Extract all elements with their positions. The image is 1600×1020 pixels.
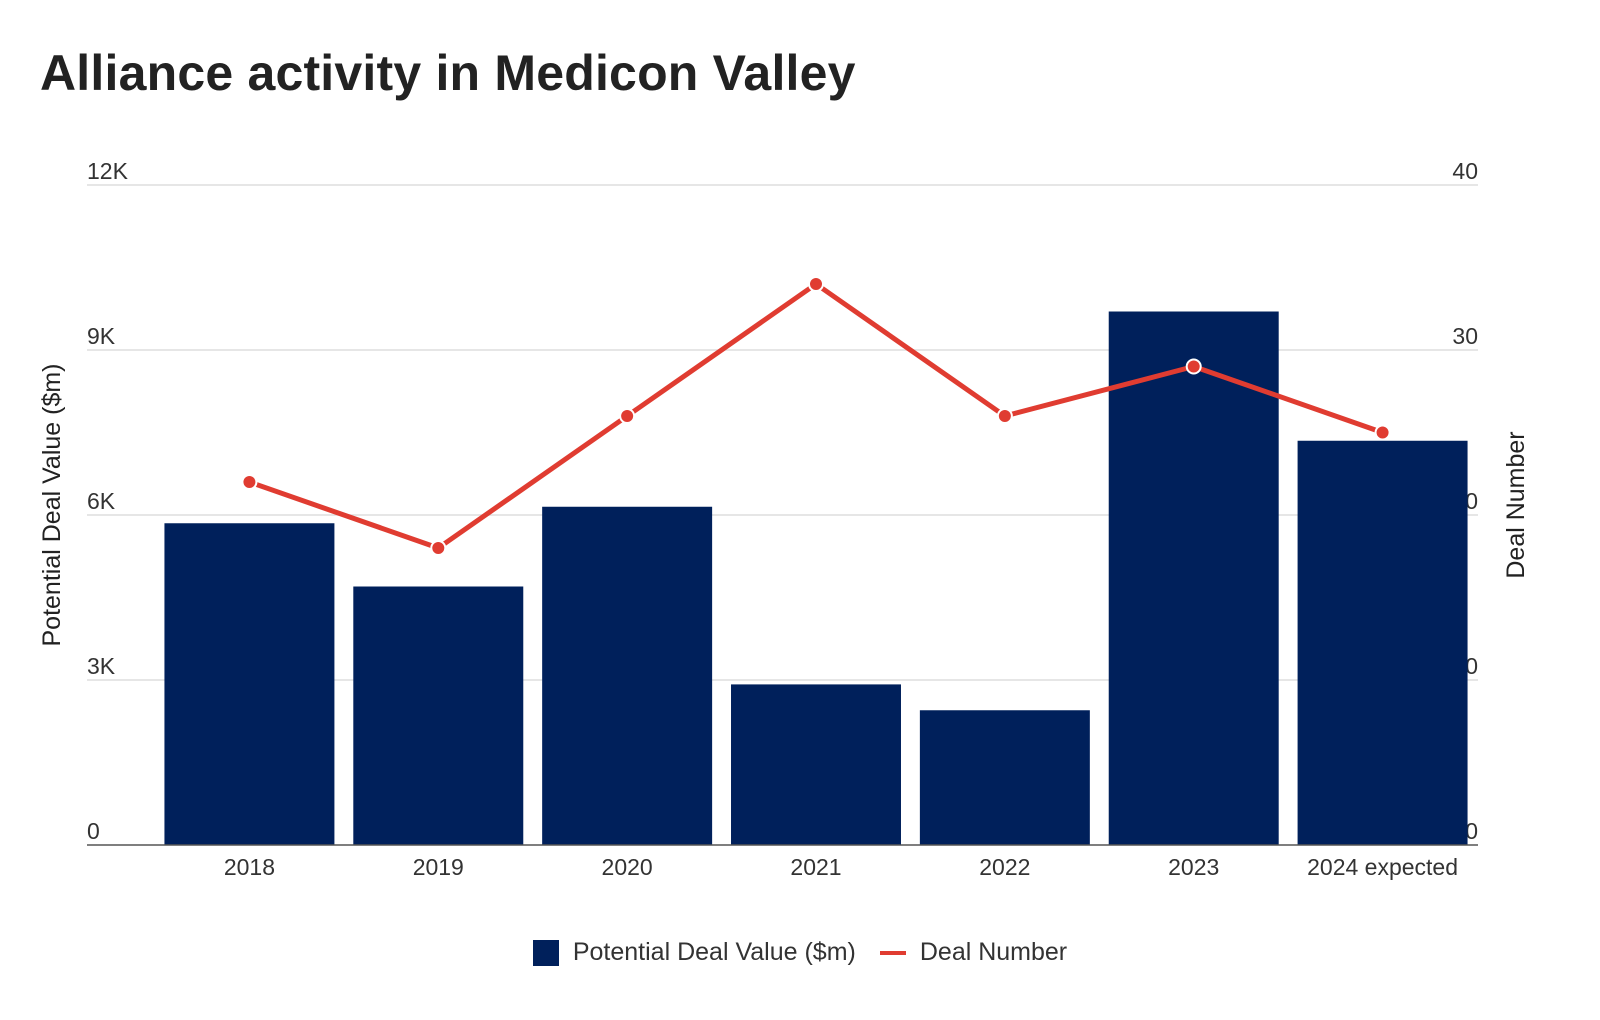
line-point [1374, 424, 1391, 441]
x-tick-label: 2020 [602, 854, 653, 880]
y-tick-label: 12K [87, 158, 129, 184]
bar [731, 684, 901, 845]
bar [542, 506, 713, 845]
legend-line-swatch [879, 950, 906, 955]
y-tick-label: 9K [87, 323, 116, 349]
x-tick-label: 2023 [1168, 854, 1219, 880]
x-tick-label: 2022 [979, 854, 1030, 880]
line-point [241, 474, 258, 490]
legend-item-line[interactable]: Deal Number [879, 938, 1068, 967]
line-point [430, 540, 447, 556]
y2-tick-label: 30 [1452, 323, 1478, 349]
legend: Potential Deal Value ($m) Deal Number [0, 938, 1600, 967]
y2-tick-label: 40 [1452, 158, 1478, 184]
bar [164, 523, 335, 845]
line-point [996, 408, 1013, 424]
line-point [1185, 358, 1202, 375]
legend-bar-swatch [532, 939, 559, 966]
y2-tick-label: 0 [1465, 818, 1478, 844]
chart-title: Alliance activity in Medicon Valley [40, 45, 856, 101]
bar [919, 710, 1090, 845]
x-tick-label: 2024 expected [1307, 854, 1458, 880]
y-tick-label: 3K [87, 653, 116, 679]
x-tick-label: 2019 [413, 854, 464, 880]
bar [1297, 440, 1468, 845]
legend-bar-label: Potential Deal Value ($m) [572, 938, 856, 966]
legend-item-bar[interactable]: Potential Deal Value ($m) [532, 938, 856, 967]
legend-line-label: Deal Number [919, 938, 1068, 966]
y-axis-title: Potential Deal Value ($m) [38, 363, 66, 646]
y2-axis-title: Deal Number [1502, 431, 1530, 578]
y-tick-label: 6K [87, 488, 116, 514]
x-tick-label: 2018 [224, 854, 275, 880]
bar [1108, 311, 1279, 845]
y-tick-label: 0 [87, 818, 100, 844]
x-tick-label: 2021 [790, 854, 841, 880]
line-point [808, 276, 824, 292]
bar [353, 586, 524, 845]
line-point [619, 408, 636, 424]
